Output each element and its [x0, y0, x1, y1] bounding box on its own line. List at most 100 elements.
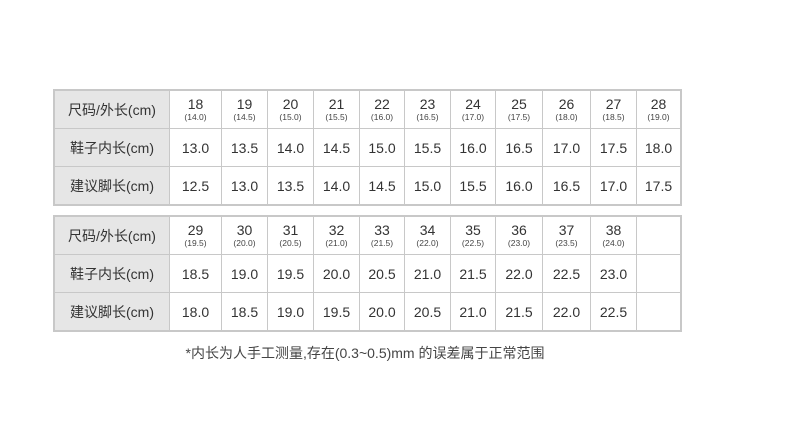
table-cell: 22.5	[542, 254, 591, 293]
size-number: 23	[419, 95, 436, 112]
outer-length: (20.5)	[279, 237, 302, 248]
table-cell: 16.5	[542, 166, 591, 206]
size-number: 28	[650, 95, 667, 112]
table-cell: 26 (18.0)	[542, 89, 591, 129]
table-cell: 34 (22.0)	[404, 215, 451, 255]
table-cell: 14.5	[313, 128, 360, 167]
table-cell: 18.5	[169, 254, 222, 293]
size-number: 30	[236, 221, 253, 238]
table-cell: 33 (21.5)	[359, 215, 405, 255]
outer-length: (18.5)	[602, 111, 625, 122]
outer-length: (24.0)	[602, 237, 625, 248]
table-cell: 38 (24.0)	[590, 215, 637, 255]
outer-length: (23.0)	[507, 237, 531, 248]
outer-length: (23.5)	[555, 237, 578, 248]
size-number: 19	[236, 95, 253, 112]
outer-length: (18.0)	[555, 111, 578, 122]
outer-length: (19.0)	[647, 111, 670, 122]
table-cell: 21.0	[450, 292, 496, 332]
outer-length: (16.5)	[416, 111, 439, 122]
foot-length-row: 建议脚长(cm) 18.0 18.5 19.0 19.5 20.0 20.5 21.0 21.5…	[53, 292, 682, 332]
row-label: 建议脚长(cm)	[53, 292, 170, 332]
table-cell: 19.5	[267, 254, 314, 293]
table-cell: 37 (23.5)	[542, 215, 591, 255]
table-cell: 19.0	[221, 254, 268, 293]
table-cell: 18.0	[169, 292, 222, 332]
table-cell: 15.5	[404, 128, 451, 167]
table-cell: 23.0	[590, 254, 637, 293]
size-number: 31	[282, 221, 299, 238]
table-cell: 24 (17.0)	[450, 89, 496, 129]
table-cell	[636, 215, 682, 255]
size-table-2: 尺码/外长(cm) 29 (19.5) 30 (20.0) 31 (20.5) 32 (21.0…	[53, 215, 682, 332]
table-cell: 14.0	[267, 128, 314, 167]
outer-length: (17.5)	[507, 111, 531, 122]
size-number: 38	[605, 221, 622, 238]
size-number: 26	[558, 95, 575, 112]
table-cell: 18.5	[221, 292, 268, 332]
inner-length-row: 鞋子内长(cm) 13.0 13.5 14.0 14.5 15.0 15.5 16.0 16.5…	[53, 128, 682, 167]
outer-length: (14.5)	[233, 111, 256, 122]
table-cell: 15.0	[359, 128, 405, 167]
outer-length: (22.5)	[461, 237, 485, 248]
size-number: 32	[328, 221, 345, 238]
size-number: 29	[187, 221, 204, 238]
table-cell: 17.0	[542, 128, 591, 167]
row-label: 鞋子内长(cm)	[53, 254, 170, 293]
table-cell: 19.0	[267, 292, 314, 332]
table-cell: 17.5	[636, 166, 682, 206]
size-number: 33	[374, 221, 390, 238]
table-cell: 27 (18.5)	[590, 89, 637, 129]
table-cell: 18 (14.0)	[169, 89, 222, 129]
table-cell: 17.0	[590, 166, 637, 206]
foot-length-row: 建议脚长(cm) 12.5 13.0 13.5 14.0 14.5 15.0 15.5 16.0…	[53, 166, 682, 206]
table-cell: 14.0	[313, 166, 360, 206]
size-number: 37	[558, 221, 575, 238]
table-cell: 20.5	[404, 292, 451, 332]
size-number: 27	[605, 95, 622, 112]
table-cell	[636, 254, 682, 293]
table-cell: 21 (15.5)	[313, 89, 360, 129]
size-number: 21	[328, 95, 345, 112]
table-cell: 22.0	[495, 254, 543, 293]
table-cell: 16.0	[495, 166, 543, 206]
table-cell: 21.5	[495, 292, 543, 332]
outer-length: (20.0)	[233, 237, 256, 248]
size-number: 18	[187, 95, 204, 112]
table-cell: 30 (20.0)	[221, 215, 268, 255]
table-cell: 20.5	[359, 254, 405, 293]
size-number: 22	[374, 95, 390, 112]
size-row: 尺码/外长(cm) 18 (14.0) 19 (14.5) 20 (15.0) 21 (15.5…	[53, 89, 682, 129]
footnote: *内长为人手工测量,存在(0.3~0.5)mm 的误差属于正常范围	[185, 345, 545, 361]
table-cell: 13.0	[221, 166, 268, 206]
table-cell: 29 (19.5)	[169, 215, 222, 255]
table-cell: 20.0	[359, 292, 405, 332]
table-cell: 28 (19.0)	[636, 89, 682, 129]
table-cell: 25 (17.5)	[495, 89, 543, 129]
table-cell: 21.5	[450, 254, 496, 293]
size-number: 24	[465, 95, 481, 112]
row-label: 尺码/外长(cm)	[53, 89, 170, 129]
table-cell: 31 (20.5)	[267, 215, 314, 255]
table-cell: 19 (14.5)	[221, 89, 268, 129]
table-cell: 20 (15.0)	[267, 89, 314, 129]
table-cell: 15.5	[450, 166, 496, 206]
table-cell: 22.5	[590, 292, 637, 332]
outer-length: (16.0)	[370, 111, 394, 122]
outer-length: (19.5)	[184, 237, 207, 248]
size-table-1: 尺码/外长(cm) 18 (14.0) 19 (14.5) 20 (15.0) 21 (15.5…	[53, 89, 682, 206]
size-number: 36	[511, 221, 527, 238]
outer-length: (15.5)	[325, 111, 348, 122]
table-cell: 22.0	[542, 292, 591, 332]
row-label: 鞋子内长(cm)	[53, 128, 170, 167]
table-cell: 21.0	[404, 254, 451, 293]
table-cell: 17.5	[590, 128, 637, 167]
outer-length: (21.5)	[370, 237, 394, 248]
table-cell: 16.5	[495, 128, 543, 167]
table-cell: 20.0	[313, 254, 360, 293]
table-cell: 12.5	[169, 166, 222, 206]
table-cell: 35 (22.5)	[450, 215, 496, 255]
outer-length: (21.0)	[325, 237, 348, 248]
outer-length: (17.0)	[461, 111, 485, 122]
table-cell: 19.5	[313, 292, 360, 332]
